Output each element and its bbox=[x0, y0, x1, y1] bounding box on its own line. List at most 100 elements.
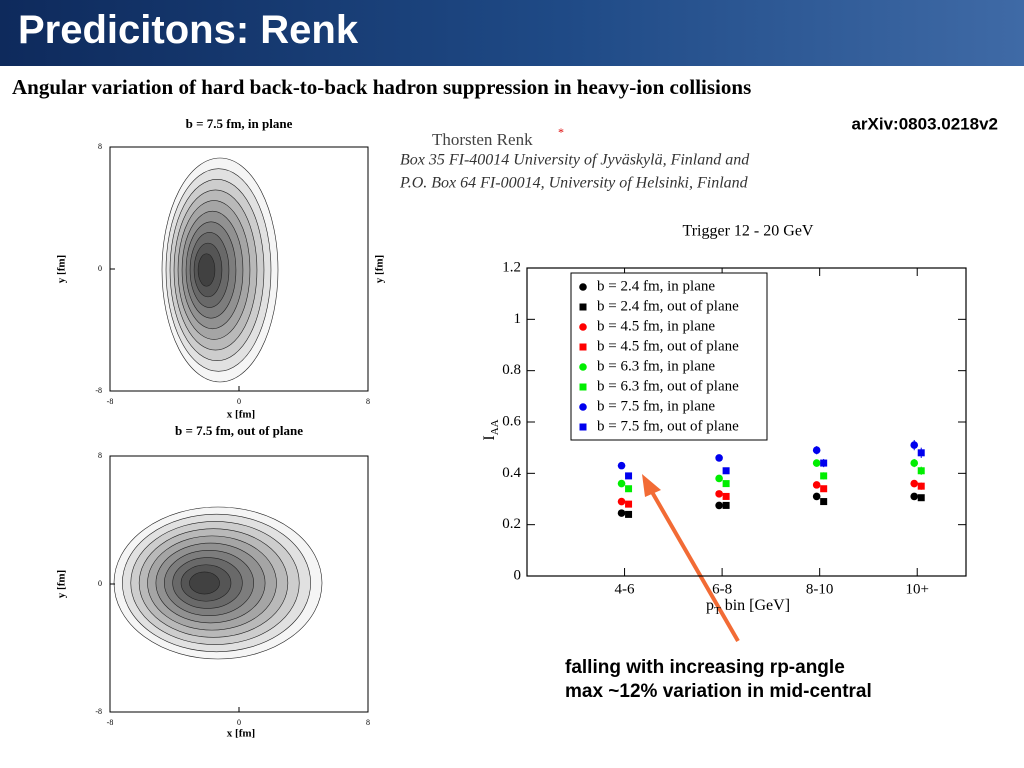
data-point bbox=[820, 485, 828, 493]
data-point bbox=[625, 485, 633, 493]
arxiv-id: arXiv:0803.0218v2 bbox=[851, 114, 998, 133]
y-tick-label: -8 bbox=[95, 707, 102, 716]
author-note: * bbox=[558, 125, 564, 139]
data-point bbox=[715, 501, 723, 510]
arrow-head bbox=[642, 474, 661, 497]
data-point bbox=[917, 482, 925, 490]
x-tick-label: 8-10 bbox=[806, 581, 834, 597]
legend-label: b = 7.5 fm, out of plane bbox=[597, 418, 739, 434]
data-point bbox=[722, 501, 730, 509]
data-point bbox=[820, 459, 828, 467]
author: Thorsten Renk bbox=[432, 130, 533, 149]
affiliation: Box 35 FI-40014 University of Jyväskylä,… bbox=[400, 152, 750, 169]
x-tick-label: 6-8 bbox=[712, 581, 732, 597]
data-point bbox=[617, 509, 626, 517]
legend-marker bbox=[579, 423, 587, 431]
y-tick-label: 0 bbox=[98, 579, 102, 588]
legend-marker bbox=[579, 343, 587, 351]
chart-title: Trigger 12 - 20 GeV bbox=[683, 223, 814, 240]
legend-marker bbox=[579, 283, 587, 291]
paper-title: Angular variation of hard back-to-back h… bbox=[12, 75, 751, 99]
legend-label: b = 2.4 fm, in plane bbox=[597, 278, 715, 294]
y-axis-label: IAA bbox=[481, 419, 501, 440]
x-tick-label: 4-6 bbox=[615, 581, 635, 597]
x-tick-label: 0 bbox=[237, 718, 241, 727]
y-tick-label: 0 bbox=[514, 567, 522, 583]
data-point bbox=[910, 459, 919, 467]
data-point bbox=[812, 481, 821, 489]
annotation-arrow bbox=[650, 491, 740, 642]
data-point bbox=[812, 492, 821, 501]
legend-marker bbox=[579, 303, 587, 311]
data-point bbox=[917, 494, 925, 502]
legend-label: b = 7.5 fm, in plane bbox=[597, 398, 715, 414]
y-axis-label-part: I bbox=[481, 435, 498, 440]
data-point bbox=[625, 472, 633, 480]
x-tick-label: -8 bbox=[107, 718, 114, 727]
y-axis-label-part: AA bbox=[489, 419, 501, 435]
panel-title: b = 7.5 fm, in plane bbox=[186, 116, 293, 131]
y-axis-label: y [fm] bbox=[56, 570, 68, 598]
data-point bbox=[722, 480, 730, 488]
contour-level bbox=[189, 571, 220, 595]
data-point bbox=[715, 454, 723, 462]
y-tick-label: 0.2 bbox=[502, 516, 521, 532]
y-axis-label: y [fm] bbox=[56, 255, 68, 283]
legend-marker bbox=[579, 383, 587, 391]
y-tick-label: -8 bbox=[95, 386, 102, 395]
x-axis-label-part: p bbox=[706, 597, 714, 614]
header-bar: Predicitons: Renk bbox=[0, 0, 1024, 66]
data-point bbox=[617, 479, 626, 488]
y-tick-label: 8 bbox=[98, 142, 102, 151]
legend-label: b = 6.3 fm, out of plane bbox=[597, 378, 739, 394]
data-point bbox=[910, 492, 919, 501]
x-tick-label: -8 bbox=[107, 397, 114, 406]
y-tick-label: 0.4 bbox=[502, 465, 521, 481]
x-axis-label-part: T bbox=[714, 605, 721, 617]
legend-marker bbox=[579, 403, 587, 411]
x-axis-label: x [fm] bbox=[227, 409, 255, 421]
y-axis-label: y [fm] bbox=[374, 255, 386, 283]
data-point bbox=[715, 490, 723, 498]
data-point bbox=[812, 446, 821, 455]
data-point bbox=[917, 467, 925, 475]
data-point bbox=[820, 472, 828, 480]
data-point bbox=[715, 474, 723, 483]
x-tick-label: 0 bbox=[237, 397, 241, 406]
data-point bbox=[722, 467, 730, 475]
data-point bbox=[625, 500, 633, 508]
data-point bbox=[910, 441, 919, 449]
x-axis-label-part: bin [GeV] bbox=[721, 597, 790, 614]
data-point bbox=[820, 498, 828, 506]
legend-label: b = 6.3 fm, in plane bbox=[597, 358, 715, 374]
data-point bbox=[917, 449, 925, 457]
legend-marker bbox=[579, 363, 587, 371]
y-tick-label: 0.6 bbox=[502, 413, 521, 429]
x-tick-label: 10+ bbox=[905, 581, 928, 597]
annotation: max ~12% variation in mid-central bbox=[565, 681, 872, 702]
y-tick-label: 0 bbox=[98, 264, 102, 273]
legend-label: b = 4.5 fm, out of plane bbox=[597, 338, 739, 354]
contour-level bbox=[197, 253, 216, 287]
legend-box bbox=[570, 272, 768, 441]
x-axis-label: pT bin [GeV] bbox=[706, 597, 790, 617]
y-tick-label: 1.2 bbox=[502, 259, 521, 275]
data-point bbox=[617, 461, 626, 470]
data-point bbox=[617, 497, 626, 506]
affiliation: P.O. Box 64 FI-00014, University of Hels… bbox=[399, 175, 749, 192]
slide-title: Predicitons: Renk bbox=[18, 8, 359, 52]
legend-marker bbox=[579, 323, 587, 331]
legend-label: b = 4.5 fm, in plane bbox=[597, 318, 715, 334]
x-tick-label: 8 bbox=[366, 718, 370, 727]
data-point bbox=[722, 492, 730, 500]
x-axis-label: x [fm] bbox=[227, 728, 255, 740]
y-tick-label: 0.8 bbox=[502, 362, 521, 378]
panel-title: b = 7.5 fm, out of plane bbox=[175, 423, 303, 438]
x-tick-label: 8 bbox=[366, 397, 370, 406]
legend-label: b = 2.4 fm, out of plane bbox=[597, 298, 739, 314]
y-tick-label: 1 bbox=[514, 311, 522, 327]
data-point bbox=[812, 459, 821, 467]
data-point bbox=[625, 510, 633, 518]
